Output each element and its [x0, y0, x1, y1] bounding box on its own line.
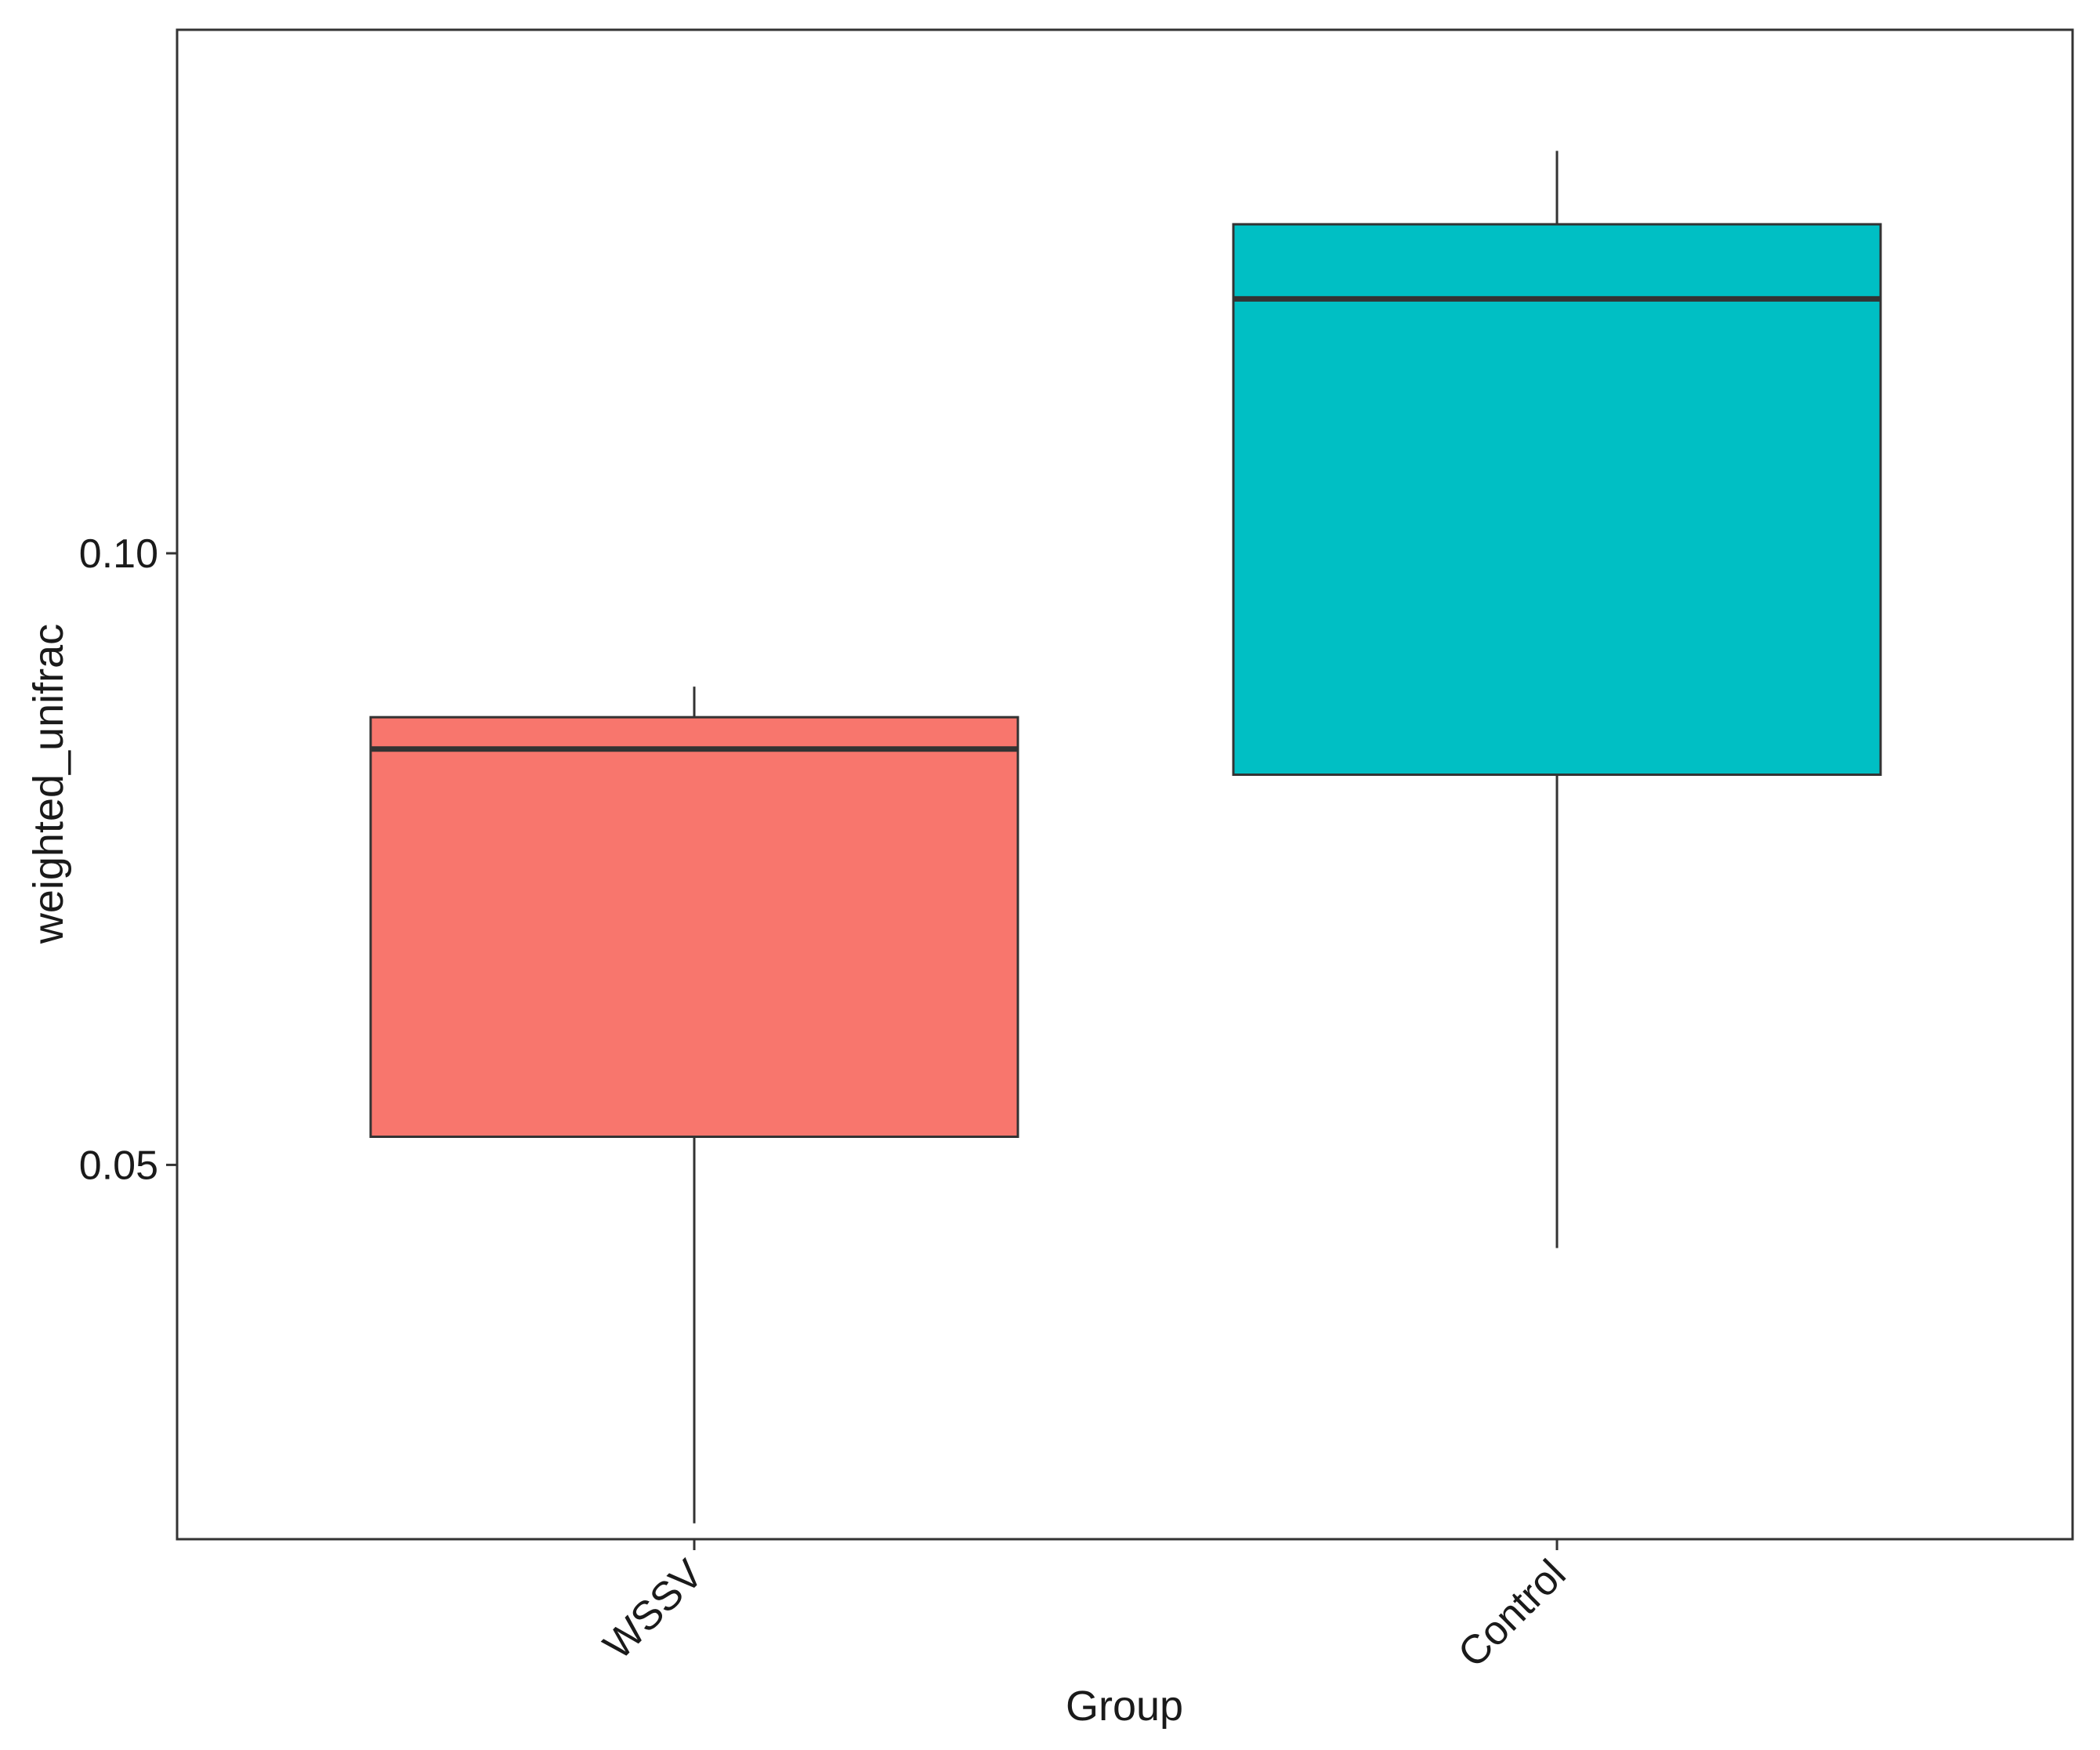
y-axis: 0.05 0.10 — [79, 531, 177, 1188]
y-axis-title: weighted_unifrac — [25, 624, 72, 944]
iqr-box-control — [1232, 223, 1882, 777]
iqr-box-wssv — [369, 716, 1019, 1139]
x-axis-title: Group — [1066, 1683, 1183, 1730]
boxes-layer — [369, 150, 1882, 1524]
x-axis: WSSV Control — [595, 1539, 1574, 1676]
x-tick-label: WSSV — [595, 1551, 712, 1668]
box-wssv — [369, 687, 1019, 1524]
box-control — [1232, 150, 1882, 1248]
y-tick-label: 0.05 — [79, 1143, 158, 1188]
y-tick-label: 0.10 — [79, 531, 158, 577]
x-tick-label: Control — [1450, 1551, 1575, 1676]
